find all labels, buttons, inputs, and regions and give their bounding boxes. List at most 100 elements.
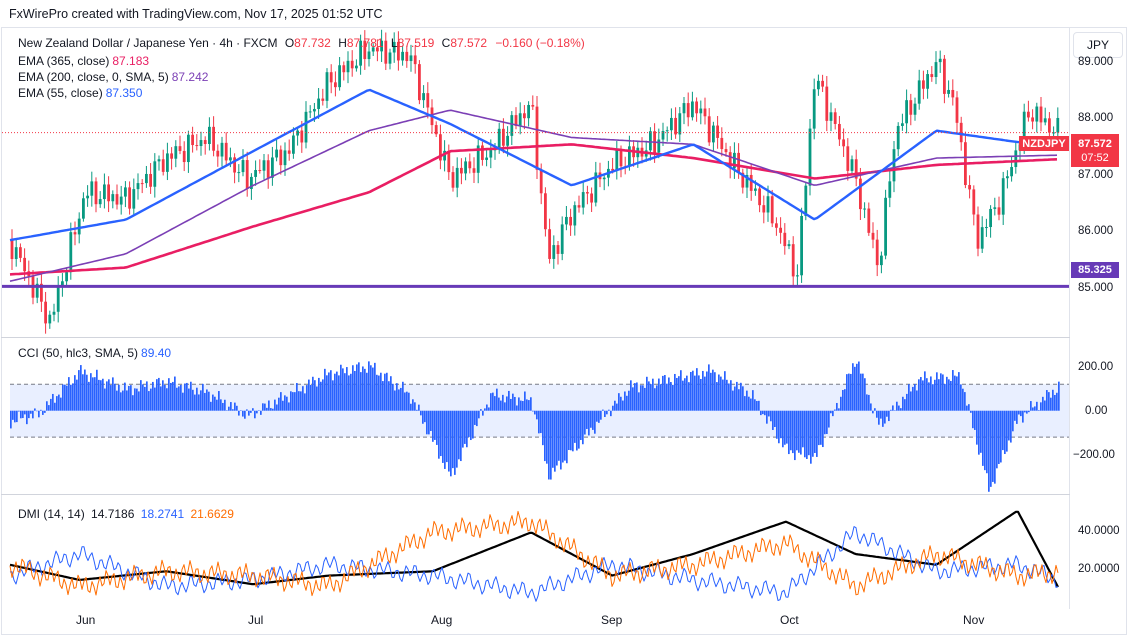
- cci-bar: [130, 385, 132, 411]
- candle-body: [472, 168, 476, 173]
- legend-dmi[interactable]: DMI (14, 14) 14.7186 18.2741 21.6629: [18, 507, 234, 521]
- candle-body: [380, 40, 383, 52]
- cci-bar: [530, 397, 532, 411]
- close-value: 87.572: [450, 36, 488, 50]
- cci-bar: [522, 401, 524, 411]
- candle-body: [993, 207, 997, 209]
- cci-bar: [824, 410, 826, 435]
- cci-bar: [26, 410, 28, 425]
- cci-bar: [716, 382, 718, 411]
- cci-bar: [750, 398, 752, 411]
- candle-body: [187, 134, 190, 163]
- legend-cci[interactable]: CCI (50, hlc3, SMA, 5) 89.40: [18, 346, 171, 360]
- cci-bar: [820, 410, 822, 445]
- cci-bar: [1032, 407, 1034, 411]
- cci-bar: [512, 393, 514, 411]
- cci-bar: [912, 386, 914, 411]
- candle-body: [489, 150, 493, 158]
- cci-bar: [486, 404, 488, 411]
- cci-bar: [1036, 401, 1038, 411]
- cci-bar: [300, 391, 302, 411]
- cci-bar: [546, 410, 548, 464]
- cci-bar: [842, 389, 844, 411]
- legend-ema55[interactable]: EMA (55, close) 87.350: [18, 86, 142, 100]
- cci-bar: [206, 389, 208, 411]
- candle-body: [569, 216, 572, 226]
- cci-bar: [372, 367, 374, 411]
- candle-body: [922, 80, 925, 89]
- ema55-line: [9, 88, 1058, 242]
- pane-divider[interactable]: [1, 494, 1070, 495]
- cci-bar: [1046, 390, 1048, 411]
- cci-bar: [1012, 410, 1014, 432]
- candle-body: [573, 205, 577, 226]
- cci-bar: [318, 377, 320, 411]
- cci-bar: [280, 392, 282, 411]
- cci-bar: [74, 375, 76, 411]
- candle-body: [871, 232, 875, 240]
- cci-bar: [56, 396, 58, 411]
- cci-bar: [558, 410, 560, 461]
- cci-bar: [748, 396, 750, 411]
- cci-bar: [1022, 410, 1024, 423]
- candle-body: [44, 301, 47, 324]
- open-value: 87.732: [294, 36, 331, 50]
- cci-bar: [704, 376, 706, 411]
- cci-bar: [860, 373, 862, 411]
- candle-body: [628, 146, 631, 167]
- cci-bar: [646, 376, 648, 411]
- cci-bar: [180, 384, 182, 411]
- legend-ema200[interactable]: EMA (200, close, 0, SMA, 5) 87.242: [18, 70, 208, 84]
- cci-bar: [442, 410, 444, 463]
- candle-body: [77, 218, 81, 235]
- cci-bar: [224, 399, 226, 411]
- price-tick: 87.000: [1078, 169, 1114, 181]
- cci-bar: [622, 400, 624, 411]
- currency-button[interactable]: JPY: [1073, 32, 1123, 58]
- cci-bar: [246, 409, 248, 411]
- pane-divider[interactable]: [1, 337, 1070, 338]
- candle-body: [880, 255, 883, 266]
- cci-bar: [240, 410, 242, 411]
- candle-body: [850, 159, 854, 171]
- cci-bar: [740, 382, 742, 411]
- candle-body: [212, 126, 215, 151]
- candle-body: [426, 93, 430, 108]
- cci-bar: [786, 410, 788, 444]
- cci-bar: [182, 392, 184, 411]
- candle-body: [901, 123, 904, 126]
- cci-bar: [598, 410, 600, 423]
- dmi-label: DMI (14, 14): [18, 507, 85, 521]
- candle-body: [136, 183, 140, 190]
- price-tick: 86.000: [1078, 225, 1114, 237]
- candle-body: [938, 58, 942, 63]
- cci-bar: [706, 371, 708, 411]
- candle-body: [56, 287, 60, 312]
- candle-body: [271, 157, 274, 178]
- cci-bar: [472, 410, 474, 439]
- cci-bar: [250, 410, 252, 413]
- cci-bar: [424, 410, 426, 423]
- cci-bar: [710, 372, 712, 411]
- cci-bar: [870, 403, 872, 411]
- cci-bar: [440, 410, 442, 457]
- cci-bar: [808, 410, 810, 456]
- cci-bar: [788, 410, 790, 455]
- time-tick: Jul: [248, 613, 264, 627]
- cci-bar: [148, 391, 150, 411]
- candle-body: [149, 173, 152, 187]
- cci-bar: [272, 408, 274, 411]
- cci-bar: [952, 370, 954, 411]
- cci-bar: [790, 410, 792, 451]
- candle-body: [19, 247, 22, 258]
- cci-bar: [192, 389, 194, 411]
- candle-body: [934, 62, 938, 78]
- cci-bar: [340, 364, 342, 411]
- ema365-label: EMA (365, close): [18, 54, 110, 68]
- candle-body: [917, 80, 921, 104]
- cci-bar: [396, 383, 398, 411]
- cci-bar: [98, 379, 100, 411]
- symbol-title[interactable]: New Zealand Dollar / Japanese Yen · 4h ·…: [18, 36, 278, 50]
- legend-ema365[interactable]: EMA (365, close) 87.183: [18, 54, 149, 68]
